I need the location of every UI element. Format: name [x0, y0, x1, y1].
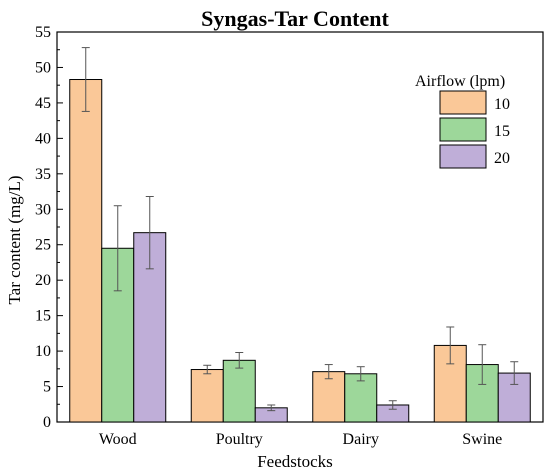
y-tick-label: 5 [43, 379, 51, 396]
y-tick-label: 40 [35, 130, 51, 147]
x-tick-label: Dairy [343, 431, 379, 448]
legend-swatch-20 [439, 144, 487, 169]
bar-wood-10 [69, 79, 103, 423]
x-axis-label: Feedstocks [257, 452, 333, 471]
bar-poultry-15 [222, 359, 256, 423]
x-tick-label: Poultry [216, 431, 263, 448]
y-tick-label: 50 [35, 59, 51, 76]
y-tick-label: 45 [35, 95, 51, 112]
y-tick-label: 30 [35, 201, 51, 218]
y-tick-label: 0 [43, 414, 51, 431]
legend-label-15: 15 [494, 123, 510, 140]
plot-area: 0 5 10 15 20 25 30 35 40 45 50 55 Wood Poultry Dairy Sw… [35, 24, 544, 448]
x-tick-label: Wood [99, 431, 137, 448]
legend-title: Airflow (lpm) [415, 73, 505, 90]
y-tick-label: 35 [35, 166, 51, 183]
y-tick-label: 55 [35, 24, 51, 41]
legend: Airflow (lpm) 10 15 20 [415, 73, 510, 169]
bar-poultry-10 [190, 369, 224, 423]
y-tick-label: 20 [35, 272, 51, 289]
legend-swatch-10 [439, 90, 487, 115]
y-tick-label: 15 [35, 308, 51, 325]
y-tick-label: 10 [35, 343, 51, 360]
chart-title: Syngas-Tar Content [201, 6, 389, 31]
bar-dairy-15 [344, 373, 378, 423]
legend-label-20: 20 [494, 150, 510, 167]
legend-label-10: 10 [494, 96, 510, 113]
x-tick-label: Swine [462, 431, 502, 448]
legend-swatch-15 [439, 117, 487, 142]
y-axis-label: Tar content (mg/L) [5, 175, 24, 304]
y-tick-label: 25 [35, 237, 51, 254]
